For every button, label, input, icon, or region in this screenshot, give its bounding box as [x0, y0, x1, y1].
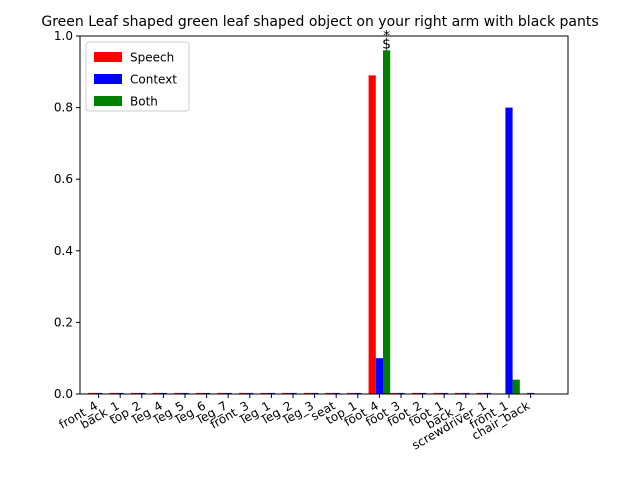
bar-speech-foot_3 [390, 392, 398, 394]
annotation-layer: *$ [382, 28, 391, 52]
y-tick-label: 0.8 [54, 101, 73, 115]
bar-context-seat [332, 392, 340, 394]
bar-speech-front_3 [239, 392, 247, 394]
bar-context-foot_3 [397, 392, 405, 394]
bar-both-front_1 [512, 379, 520, 394]
bar-speech-leg_6 [195, 392, 203, 394]
legend-swatch-both [94, 96, 122, 106]
bar-context-foot_2 [419, 392, 427, 394]
bar-speech-leg_1 [260, 392, 268, 394]
bar-context-leg_4 [159, 392, 167, 394]
bar-speech-screwdriver_1 [476, 392, 484, 394]
bar-speech-top_2 [131, 392, 139, 394]
bar-context-front_4 [95, 392, 103, 394]
legend-label-context: Context [130, 73, 177, 87]
legend: Speech Context Both [85, 41, 190, 112]
bar-speech-back_1 [109, 392, 117, 394]
bar-speech-front_4 [87, 392, 95, 394]
bar-context-leg_6 [203, 392, 211, 394]
legend-swatch-context [94, 74, 122, 84]
y-tick-label: 0.2 [54, 315, 73, 329]
bar-speech-foot_2 [411, 392, 419, 394]
y-tick-label: 0.4 [54, 244, 73, 258]
bar-context-leg_3 [311, 392, 319, 394]
axes-layer: 0.00.20.40.60.81.0front_4back_1top_2leg_… [54, 29, 569, 452]
bar-speech-top_1 [347, 392, 355, 394]
legend-label-both: Both [130, 95, 158, 109]
bar-context-top_2 [138, 392, 146, 394]
bar-both-foot_4 [383, 50, 391, 394]
bar-speech-foot_4 [368, 75, 376, 394]
annotation-label: * [383, 28, 390, 44]
bar-speech-leg_2 [282, 392, 290, 394]
bar-context-leg_7 [224, 392, 232, 394]
bar-speech-foot_1 [433, 392, 441, 394]
y-tick-label: 0.0 [54, 387, 73, 401]
bar-context-screwdriver_1 [483, 392, 491, 394]
bar-speech-leg_4 [152, 392, 160, 394]
bar-context-leg_1 [267, 392, 275, 394]
chart-title: Green Leaf shaped green leaf shaped obje… [41, 14, 598, 30]
bar-context-foot_1 [440, 392, 448, 394]
bar-speech-back_2 [455, 392, 463, 394]
annotation-label: $ [382, 36, 391, 52]
legend-label-speech: Speech [130, 51, 174, 65]
bar-context-leg_2 [289, 392, 297, 394]
bar-speech-leg_3 [303, 392, 311, 394]
y-tick-label: 1.0 [54, 29, 73, 43]
bar-context-leg_5 [181, 392, 189, 394]
bar-context-top_1 [354, 392, 362, 394]
bar-context-back_1 [116, 392, 124, 394]
bar-context-chair_back [527, 392, 535, 394]
plot-frame [79, 35, 569, 395]
bar-speech-leg_5 [174, 392, 182, 394]
bar-context-front_3 [246, 392, 254, 394]
bar-context-foot_4 [375, 358, 383, 394]
y-tick-label: 0.6 [54, 172, 73, 186]
bar-speech-leg_7 [217, 392, 225, 394]
bar-context-front_1 [505, 107, 513, 394]
legend-swatch-speech [94, 52, 122, 62]
bar-context-back_2 [462, 392, 470, 394]
bars-layer [87, 50, 535, 394]
bar-speech-seat [325, 392, 333, 394]
